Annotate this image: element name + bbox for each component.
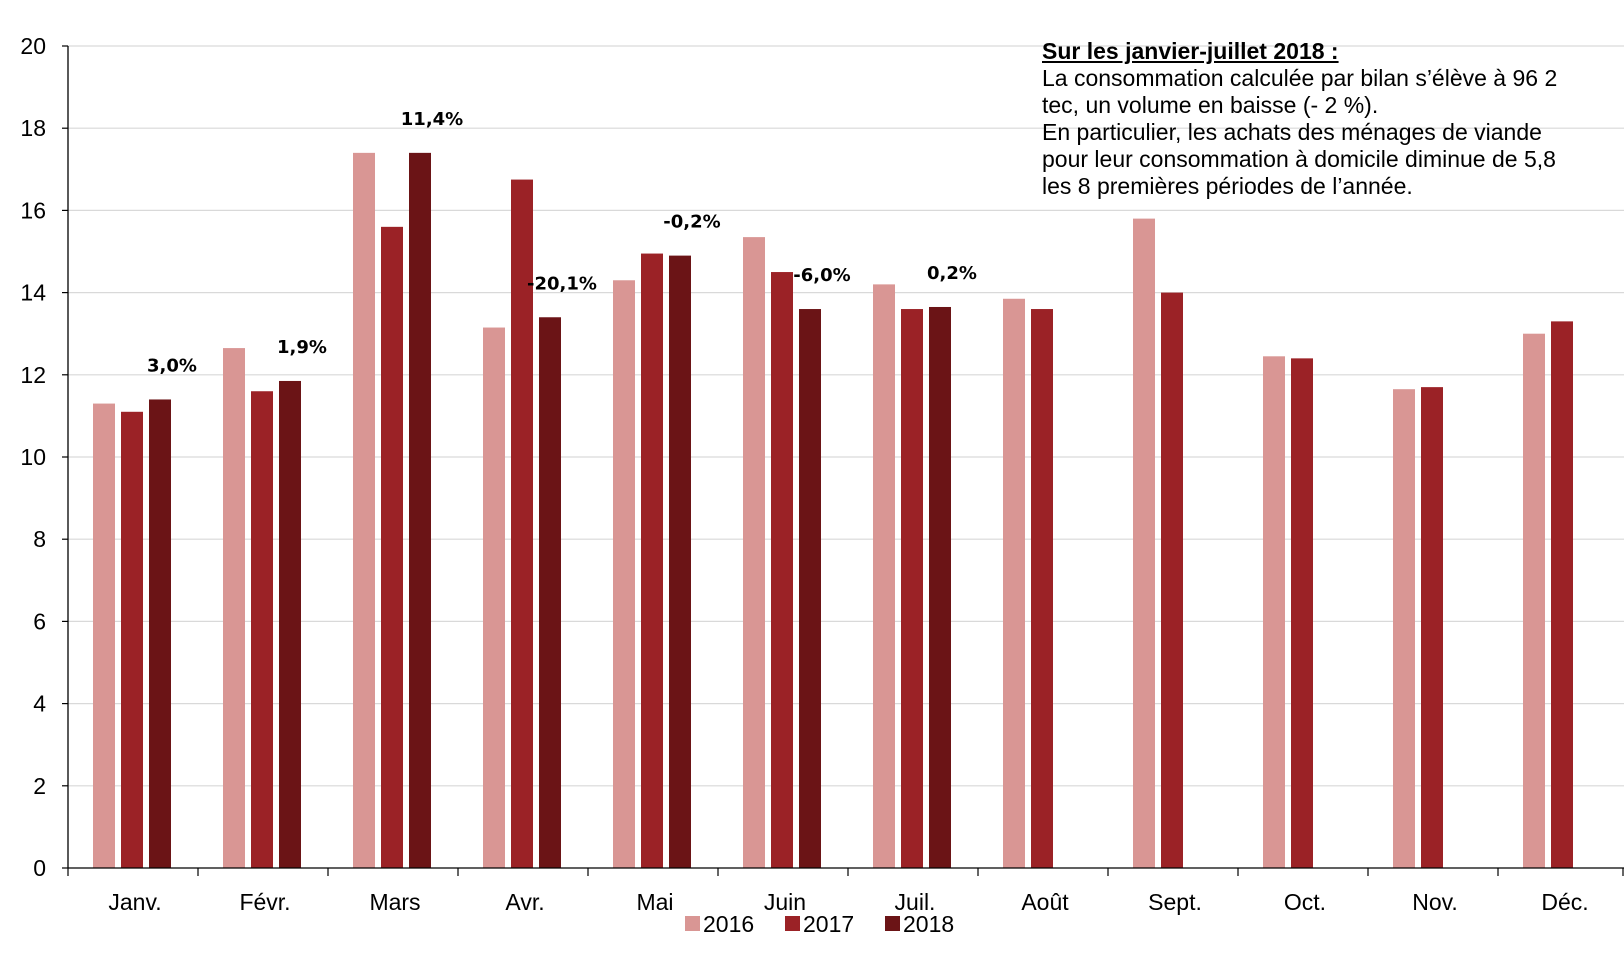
note-line: La consommation calculée par bilan s’élè…	[1042, 65, 1558, 91]
data-label: -6,0%	[793, 265, 850, 286]
legend-swatch-2018	[885, 916, 900, 931]
y-tick-label: 20	[20, 33, 46, 59]
y-tick-label: 8	[33, 526, 46, 552]
bar-2016	[1003, 298, 1025, 868]
bar-2017	[121, 411, 143, 868]
bar-2016	[223, 348, 245, 869]
note-line: pour leur consommation à domicile diminu…	[1042, 146, 1556, 172]
note-line: tec, un volume en baisse (- 2 %).	[1042, 92, 1379, 118]
legend: 2016 2017 2018	[685, 911, 954, 937]
x-tick-label: Nov.	[1412, 889, 1458, 915]
bar-2017	[251, 391, 273, 868]
x-tick-label: Oct.	[1284, 889, 1326, 915]
axes: 0 2 4 6 8 10 12 14 16 18 20 Janv. Févr. Mars Avr. Mai Ju…	[20, 33, 1624, 915]
bar-2018	[279, 380, 301, 868]
data-label: 11,4%	[401, 109, 463, 130]
bar-2018	[669, 255, 691, 869]
y-tick-label: 14	[20, 280, 46, 306]
bar-2016	[873, 284, 895, 868]
x-tick-label: Juil.	[895, 889, 936, 915]
y-tick-label: 0	[33, 855, 46, 881]
bar-2017	[1031, 309, 1053, 868]
x-tick-label: Janv.	[108, 889, 161, 915]
bar-2017	[1551, 321, 1573, 868]
x-tick-label: Déc.	[1541, 889, 1588, 915]
bars	[93, 152, 1573, 869]
legend-label: 2016	[703, 911, 754, 937]
note-line: les 8 premières périodes de l’année.	[1042, 173, 1413, 199]
data-label: 0,2%	[927, 263, 977, 284]
data-label: -0,2%	[663, 212, 720, 233]
bar-2017	[381, 226, 403, 869]
x-tick-label: Juin	[764, 889, 806, 915]
y-tick-label: 12	[20, 362, 46, 388]
y-tick-label: 4	[33, 691, 46, 717]
bar-2017	[771, 272, 793, 868]
x-tick-label: Sept.	[1148, 889, 1202, 915]
bar-2016	[93, 403, 115, 868]
bar-2016	[353, 152, 375, 869]
data-label: 3,0%	[147, 355, 197, 376]
bar-2016	[1523, 333, 1545, 868]
y-tick-label: 2	[33, 773, 46, 799]
data-labels: 3,0% 1,9% 11,4% -20,1% -0,2% -6,0% 0,2%	[147, 109, 977, 377]
bar-2016	[1263, 356, 1285, 868]
bar-2016	[743, 237, 765, 869]
y-tick-label: 10	[20, 444, 46, 470]
bar-2018	[539, 317, 561, 868]
data-label: 1,9%	[277, 337, 327, 358]
bar-2017	[1291, 358, 1313, 868]
note-line: En particulier, les achats des ménages d…	[1042, 119, 1542, 145]
bar-2016	[1133, 218, 1155, 868]
bar-2018	[929, 306, 951, 868]
y-tick-label: 18	[20, 115, 46, 141]
summary-note: Sur les janvier-juillet 2018 : La consom…	[1042, 38, 1624, 200]
bar-2017	[641, 253, 663, 868]
bar-2016	[483, 327, 505, 868]
x-tick-label: Févr.	[239, 889, 290, 915]
bar-2018	[149, 399, 171, 868]
bar-2016	[613, 280, 635, 868]
gridlines	[68, 45, 1624, 787]
legend-label: 2017	[803, 911, 854, 937]
y-tick-label: 6	[33, 608, 46, 634]
x-tick-label: Août	[1021, 889, 1069, 915]
bar-2016	[1393, 389, 1415, 868]
bar-2017	[1161, 292, 1183, 869]
bar-2017	[901, 309, 923, 868]
legend-label: 2018	[903, 911, 954, 937]
legend-swatch-2016	[685, 916, 700, 931]
bar-2018	[799, 309, 821, 868]
x-tick-label: Avr.	[505, 889, 544, 915]
x-tick-label: Mai	[636, 889, 673, 915]
x-tick-label: Mars	[369, 889, 420, 915]
data-label: -20,1%	[527, 273, 597, 294]
legend-swatch-2017	[785, 916, 800, 931]
bar-2017	[1421, 387, 1443, 868]
bar-2018	[409, 152, 431, 869]
note-title: Sur les janvier-juillet 2018 :	[1042, 38, 1339, 64]
y-tick-label: 16	[20, 197, 46, 223]
bar-2017	[511, 179, 533, 868]
